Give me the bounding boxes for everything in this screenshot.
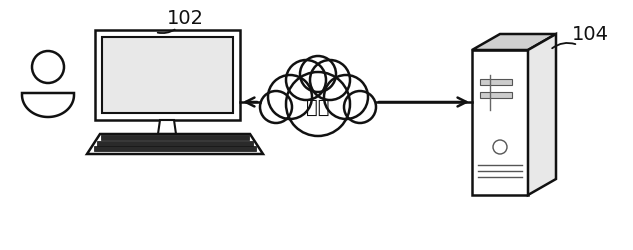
Circle shape [493, 140, 507, 154]
Circle shape [286, 72, 350, 136]
Circle shape [286, 60, 326, 100]
Circle shape [268, 75, 312, 119]
Circle shape [344, 91, 376, 123]
Polygon shape [472, 34, 556, 50]
Circle shape [310, 60, 350, 100]
Circle shape [300, 56, 336, 92]
Polygon shape [528, 34, 556, 195]
Polygon shape [158, 120, 176, 134]
Polygon shape [102, 37, 233, 113]
Circle shape [324, 75, 368, 119]
Polygon shape [472, 50, 528, 195]
Polygon shape [97, 140, 253, 145]
Text: 104: 104 [572, 26, 608, 44]
Polygon shape [101, 134, 249, 140]
Text: 网络: 网络 [306, 98, 330, 116]
Polygon shape [94, 146, 256, 151]
FancyArrowPatch shape [158, 30, 175, 33]
Polygon shape [95, 30, 240, 120]
FancyArrowPatch shape [552, 43, 575, 48]
Text: 102: 102 [166, 8, 203, 28]
Circle shape [260, 91, 292, 123]
Polygon shape [480, 92, 512, 98]
Polygon shape [22, 93, 74, 117]
Polygon shape [87, 134, 263, 154]
Polygon shape [480, 79, 512, 85]
Circle shape [32, 51, 64, 83]
